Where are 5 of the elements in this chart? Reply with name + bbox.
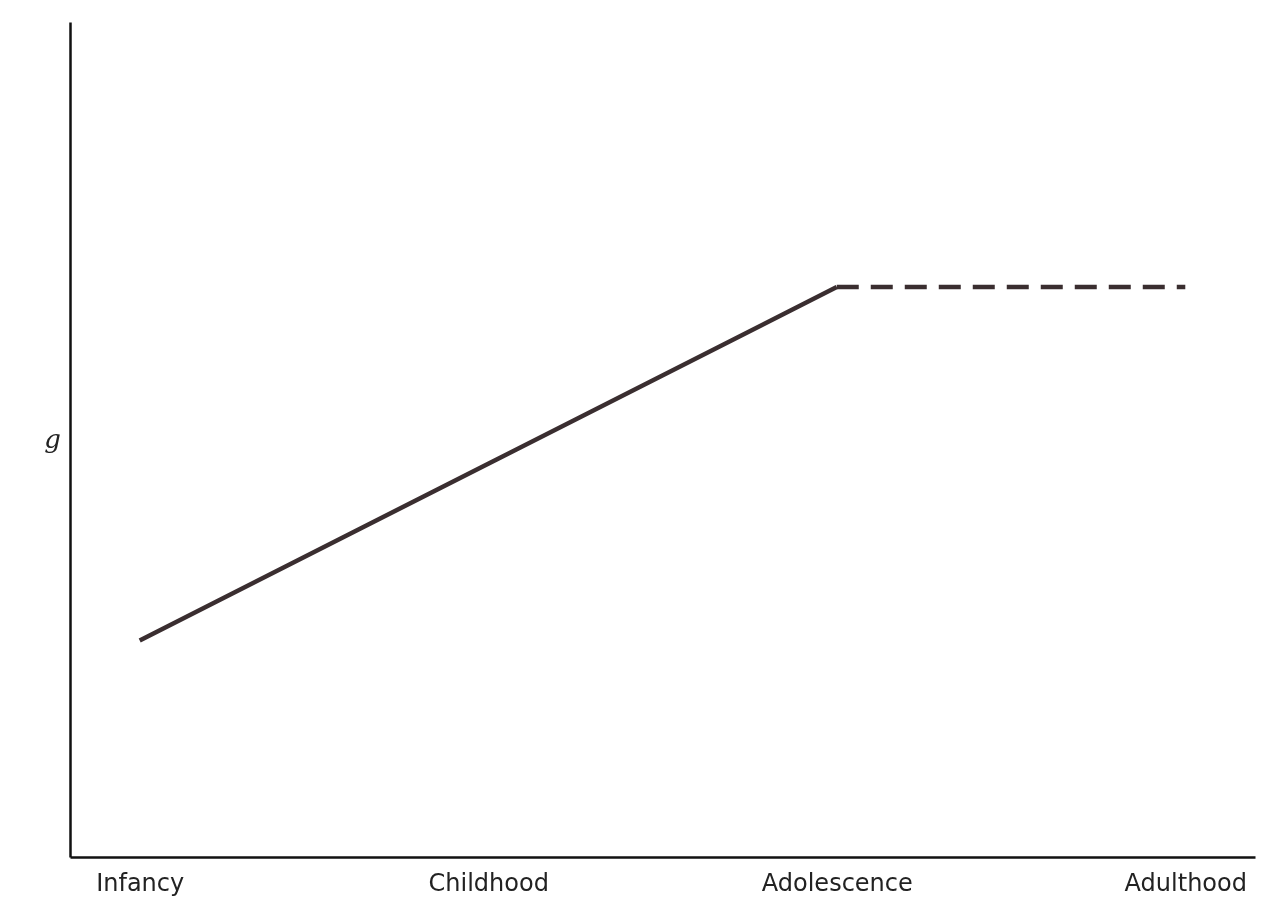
x-tick-label: Childhood bbox=[428, 868, 549, 897]
x-tick-label: Adulthood bbox=[1124, 868, 1247, 897]
x-tick-label: Infancy bbox=[96, 868, 185, 897]
y-axis-title: g bbox=[44, 424, 61, 454]
x-tick-label: Adolescence bbox=[761, 868, 913, 897]
